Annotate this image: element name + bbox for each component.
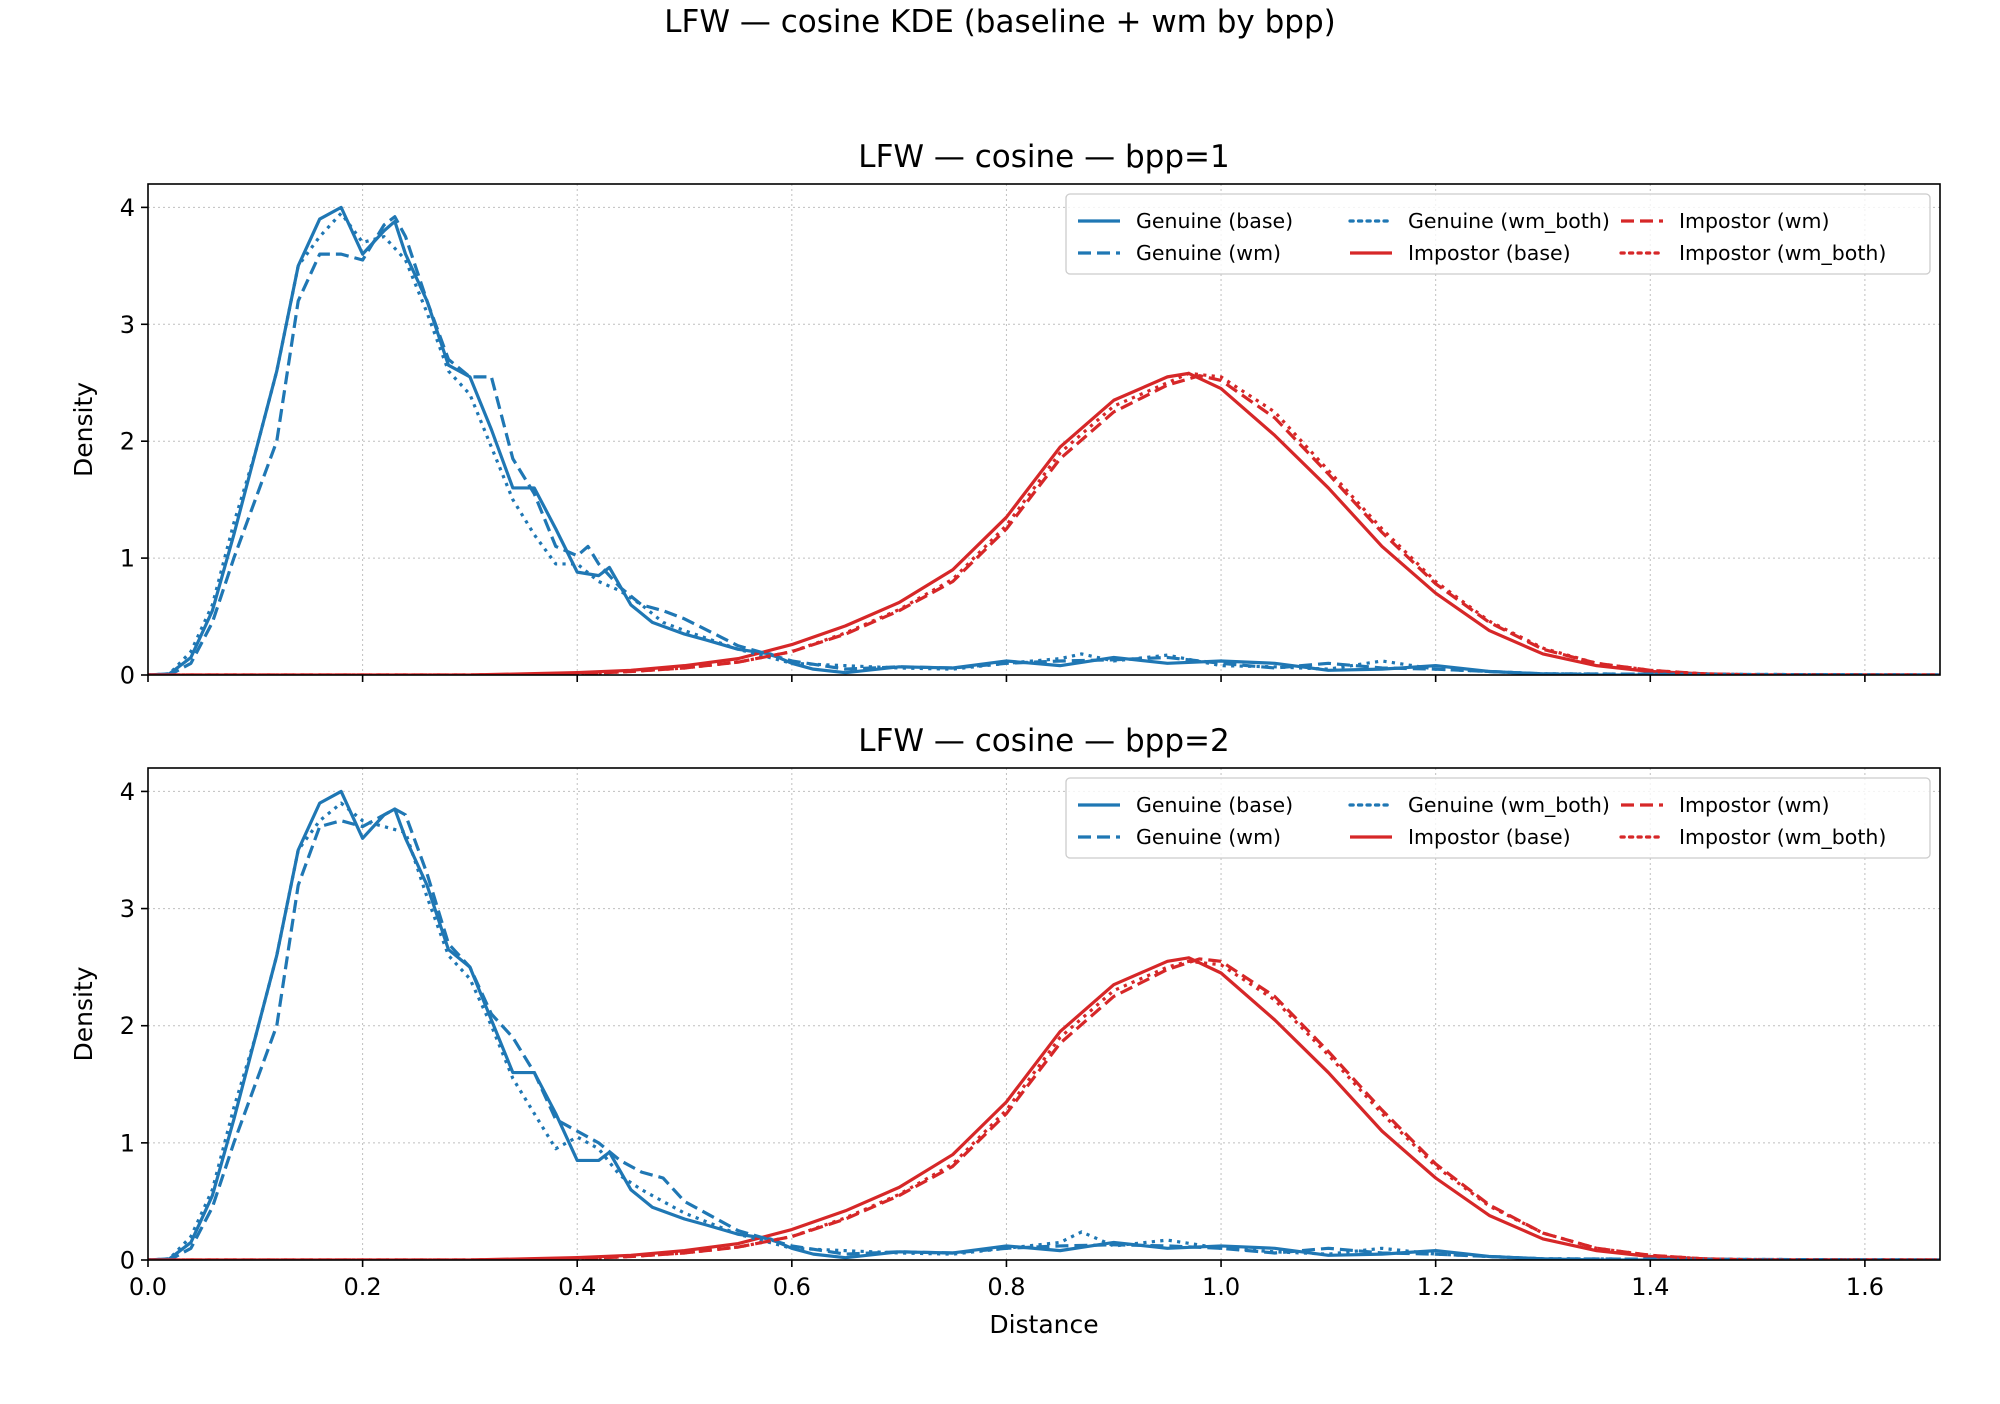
panel-title: LFW — cosine — bpp=1 bbox=[858, 139, 1229, 175]
legend-label-genuine-wm: Genuine (wm) bbox=[1136, 825, 1281, 849]
y-tick-label: 1 bbox=[120, 1129, 135, 1157]
y-axis-label: Density bbox=[69, 966, 98, 1061]
x-tick-label: 0.0 bbox=[129, 1273, 167, 1301]
legend-label-impostor-wm: Impostor (wm) bbox=[1679, 209, 1830, 233]
plot-frame bbox=[147, 767, 1941, 1261]
y-tick-label: 2 bbox=[120, 428, 135, 456]
plot-frame bbox=[147, 183, 1941, 676]
series-line-genuine-base bbox=[148, 205, 1940, 675]
y-tick-label: 4 bbox=[120, 778, 135, 806]
series-line-impostor-wm bbox=[148, 957, 1940, 1260]
x-axis-label: Distance bbox=[989, 1310, 1098, 1339]
series-line-impostor-wm bbox=[148, 374, 1940, 675]
series-line-impostor-wm-both bbox=[148, 959, 1940, 1260]
x-tick-label: 0.2 bbox=[344, 1273, 382, 1301]
x-tick-label: 1.4 bbox=[1631, 1273, 1669, 1301]
legend-label-genuine-wm-both: Genuine (wm_both) bbox=[1408, 209, 1610, 234]
legend-frame bbox=[1065, 193, 1931, 275]
legend: Genuine (base) Genuine (wm) Genuine (wm_bo… bbox=[1065, 777, 1931, 859]
y-tick-label: 0 bbox=[120, 1247, 135, 1275]
panel-2: LFW — cosine — bpp=2 0 1 2 3 4 0.0 0.2 0.4 0.6 0.8… bbox=[69, 723, 1941, 1339]
legend-label-impostor-base: Impostor (base) bbox=[1408, 241, 1571, 265]
series-line-impostor-wm-both bbox=[148, 371, 1940, 675]
legend-label-impostor-base: Impostor (base) bbox=[1408, 825, 1571, 849]
y-tick-label: 3 bbox=[120, 311, 135, 339]
x-tick-label: 0.4 bbox=[558, 1273, 596, 1301]
y-tick-label: 2 bbox=[120, 1012, 135, 1040]
legend-label-genuine-base: Genuine (base) bbox=[1136, 209, 1293, 233]
y-tick-label: 3 bbox=[120, 895, 135, 923]
x-tick-label: 0.6 bbox=[773, 1273, 811, 1301]
y-tick-label: 1 bbox=[120, 545, 135, 573]
x-tick-label: 1.2 bbox=[1417, 1273, 1455, 1301]
legend: Genuine (base) Genuine (wm) Genuine (wm_bo… bbox=[1065, 193, 1931, 275]
y-axis-label: Density bbox=[69, 382, 98, 477]
panel-1: LFW — cosine — bpp=1 0 1 2 3 4 Density Genuine … bbox=[69, 139, 1941, 690]
y-tick-label: 4 bbox=[120, 194, 135, 222]
series-line-impostor-base bbox=[148, 956, 1940, 1260]
legend-label-genuine-wm: Genuine (wm) bbox=[1136, 241, 1281, 265]
x-tick-label: 1.0 bbox=[1202, 1273, 1240, 1301]
x-tick-label: 0.8 bbox=[987, 1273, 1025, 1301]
figure-suptitle: LFW — cosine KDE (baseline + wm by bpp) bbox=[664, 4, 1335, 40]
legend-label-impostor-wm: Impostor (wm) bbox=[1679, 793, 1830, 817]
series-line-genuine-wm-both bbox=[148, 801, 1940, 1260]
series-line-genuine-base bbox=[148, 789, 1940, 1260]
series-line-genuine-wm bbox=[148, 215, 1940, 675]
panels-group: LFW — cosine — bpp=1 0 1 2 3 4 Density Genuine … bbox=[69, 139, 1941, 1339]
series-line-impostor-base bbox=[148, 371, 1940, 675]
series-line-genuine-wm bbox=[148, 807, 1940, 1260]
y-tick-label: 0 bbox=[120, 662, 135, 690]
legend-label-genuine-base: Genuine (base) bbox=[1136, 793, 1293, 817]
legend-frame bbox=[1065, 777, 1931, 859]
legend-label-genuine-wm-both: Genuine (wm_both) bbox=[1408, 793, 1610, 818]
series-group bbox=[148, 205, 1940, 675]
x-tick-label: 1.6 bbox=[1846, 1273, 1884, 1301]
panel-title: LFW — cosine — bpp=2 bbox=[858, 723, 1229, 759]
series-group bbox=[148, 789, 1940, 1260]
legend-label-impostor-wm-both: Impostor (wm_both) bbox=[1679, 241, 1886, 266]
series-line-genuine-wm-both bbox=[148, 211, 1940, 675]
legend-label-impostor-wm-both: Impostor (wm_both) bbox=[1679, 825, 1886, 850]
